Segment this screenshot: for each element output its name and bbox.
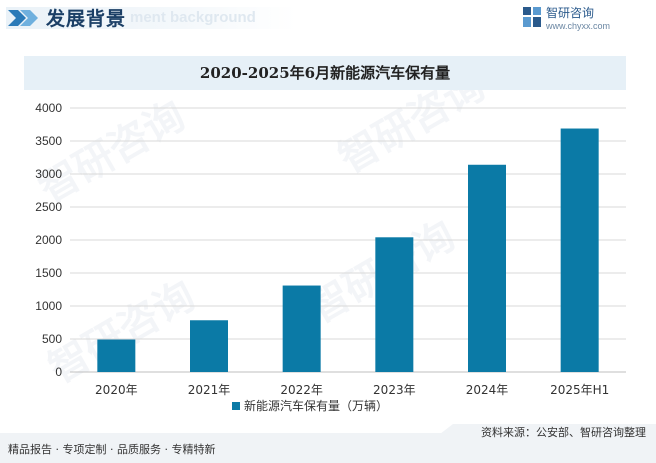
chart-title: 2020-2025年6月新能源汽车保有量	[199, 64, 451, 82]
bar	[560, 128, 599, 372]
y-tick-label: 3000	[35, 167, 62, 181]
x-tick-label: 2023年	[373, 383, 416, 397]
legend-swatch	[232, 402, 240, 410]
y-tick-label: 1500	[35, 266, 62, 280]
x-tick-label: 2024年	[466, 383, 509, 397]
brand-logo-icon	[523, 7, 541, 27]
y-tick-label: 1000	[35, 299, 62, 313]
y-tick-label: 2500	[35, 200, 62, 214]
bar	[375, 237, 414, 372]
y-tick-label: 0	[55, 365, 62, 379]
legend-label: 新能源汽车保有量（万辆）	[244, 398, 388, 413]
footer-notch	[440, 424, 656, 434]
y-tick-label: 500	[42, 332, 62, 346]
section-marker-icon	[8, 10, 38, 26]
header-subtitle: ment background	[130, 9, 256, 26]
x-tick-label: 2020年	[95, 383, 138, 397]
page-header: ment background 发展背景 智研咨询 www.chyxx.com	[0, 0, 656, 36]
chart-title-bar: 2020-2025年6月新能源汽车保有量	[24, 56, 626, 90]
footer-slogan: 精品报告 · 专项定制 · 品质服务 · 专精特新	[8, 443, 216, 456]
bar	[282, 285, 321, 372]
bar-chart: 0 500 1000 1500 2000 2500 3000 3500 4000 2020年 202…	[35, 101, 626, 413]
bar	[190, 320, 228, 372]
source-note: 资料来源：公安部、智研咨询整理	[481, 426, 646, 439]
y-tick-label: 3500	[35, 134, 62, 148]
header-ribbon	[6, 7, 296, 29]
x-tick-label: 2021年	[188, 383, 231, 397]
brand: 智研咨询 www.chyxx.com	[522, 5, 638, 35]
page-footer: 精品报告 · 专项定制 · 品质服务 · 专精特新	[0, 433, 656, 463]
bar	[97, 339, 136, 372]
brand-name: 智研咨询	[546, 6, 595, 20]
brand-url: www.chyxx.com	[546, 21, 611, 31]
y-tick-label: 4000	[35, 101, 62, 115]
header-title: 发展背景	[46, 8, 127, 30]
x-tick-label: 2025年H1	[550, 383, 609, 397]
x-tick-label: 2022年	[280, 383, 323, 397]
bar	[468, 164, 506, 372]
y-tick-label: 2000	[35, 233, 62, 247]
